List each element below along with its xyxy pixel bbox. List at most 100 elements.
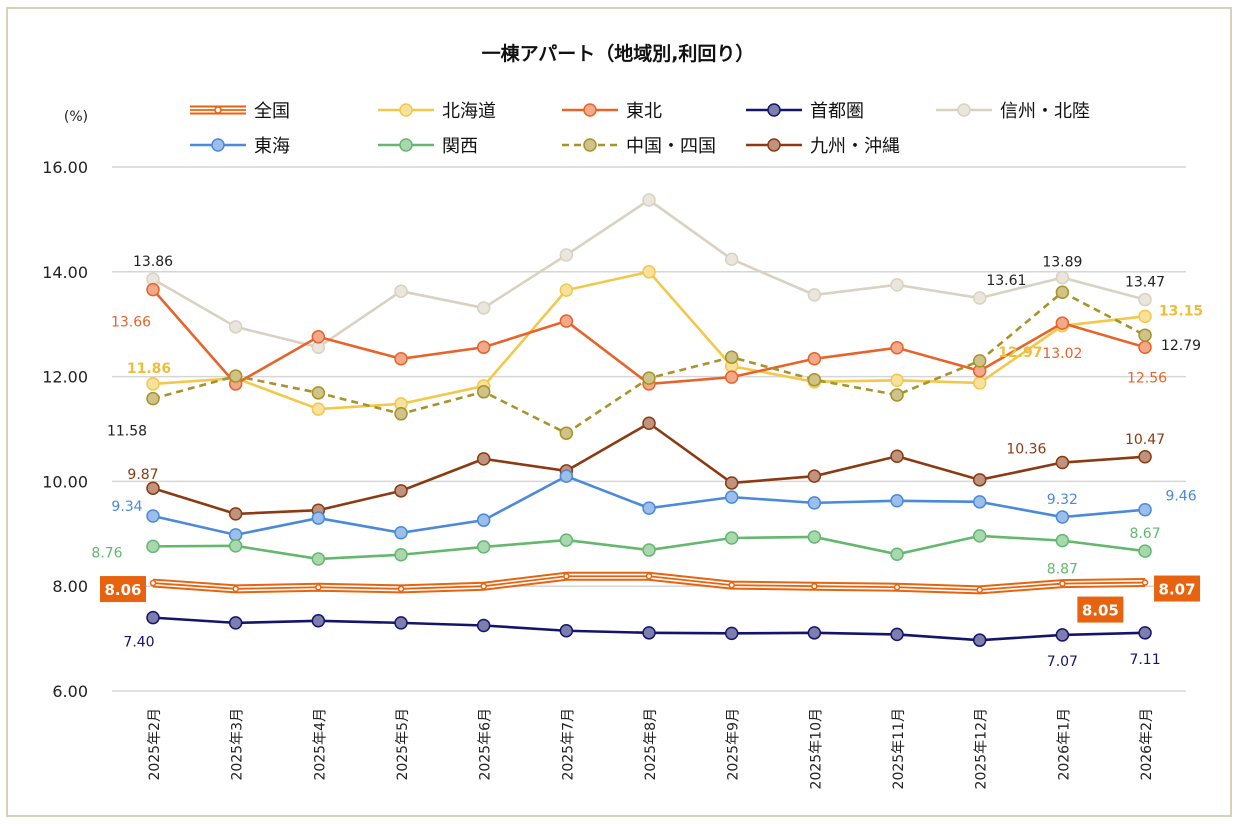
- data-label: 12.56: [1127, 370, 1167, 386]
- data-point: [146, 610, 160, 625]
- data-label: 7.40: [123, 635, 154, 651]
- data-point: [311, 511, 326, 525]
- legend-item-関西: 関西: [378, 136, 478, 157]
- data-label: 8.87: [1047, 562, 1078, 578]
- data-point: [146, 509, 160, 523]
- y-tick-label: 12.00: [42, 368, 88, 387]
- data-label-box: [100, 576, 146, 603]
- data-point: [146, 391, 160, 406]
- data-point: [1138, 309, 1152, 324]
- data-point: [146, 481, 160, 495]
- data-point: [972, 354, 987, 368]
- y-tick-label: 6.00: [52, 682, 88, 701]
- data-label: 13.86: [133, 254, 173, 270]
- data-point: [1059, 580, 1066, 587]
- data-point: [807, 469, 822, 483]
- data-point: [642, 193, 656, 207]
- data-point: [972, 495, 987, 509]
- data-point: [807, 352, 822, 366]
- legend-label: 全国: [254, 101, 290, 122]
- x-tick-label: 2025年6月: [478, 708, 494, 781]
- data-point: [228, 539, 243, 553]
- data-label: 11.86: [127, 361, 171, 377]
- data-point: [476, 385, 491, 399]
- data-point: [1138, 502, 1152, 517]
- legend-marker: [214, 106, 222, 114]
- data-point: [476, 513, 491, 527]
- data-label: 9.46: [1165, 489, 1196, 505]
- data-point: [642, 416, 656, 430]
- data-point: [149, 579, 157, 587]
- y-tick-label: 16.00: [42, 158, 88, 177]
- legend-item-首都圏: 首都圏: [746, 101, 864, 122]
- data-point: [476, 340, 491, 355]
- x-tick-label: 2025年12月: [974, 708, 990, 789]
- data-point: [642, 265, 656, 279]
- data-point: [642, 543, 656, 557]
- data-point: [311, 552, 326, 566]
- data-point: [228, 507, 243, 521]
- data-point: [1138, 328, 1152, 342]
- data-label: 12.97: [998, 345, 1042, 361]
- legend-label: 東北: [626, 101, 662, 122]
- data-label: 13.47: [1125, 275, 1165, 291]
- data-point: [559, 623, 574, 638]
- y-tick-label: 8.00: [52, 577, 88, 596]
- legend-item-全国: 全国: [190, 101, 290, 122]
- data-point: [315, 583, 322, 591]
- data-point: [890, 278, 904, 292]
- data-point: [311, 330, 326, 344]
- x-tick-label: 2025年2月: [147, 708, 163, 781]
- data-point: [724, 350, 739, 364]
- data-point: [1138, 340, 1152, 355]
- x-tick-label: 2025年3月: [230, 708, 246, 781]
- data-point: [807, 626, 822, 640]
- x-tick-label: 2025年4月: [312, 708, 328, 781]
- data-label: 13.66: [111, 315, 151, 331]
- legend-label: 九州・沖縄: [810, 136, 900, 157]
- data-point: [724, 252, 739, 266]
- data-point: [1055, 533, 1070, 548]
- data-label: 13.15: [1159, 303, 1203, 319]
- data-label: 8.05: [1082, 602, 1119, 620]
- legend-label: 中国・四国: [626, 136, 716, 157]
- legend-item-東海: 東海: [190, 136, 290, 157]
- data-point: [476, 452, 491, 466]
- legend-label: 首都圏: [810, 101, 864, 122]
- data-label-box: [1154, 575, 1201, 602]
- data-label: 9.32: [1047, 492, 1078, 508]
- legend-marker: [767, 138, 781, 152]
- data-point: [1138, 544, 1152, 558]
- x-tick-label: 2025年7月: [560, 708, 576, 781]
- data-point: [972, 633, 987, 647]
- data-point: [890, 627, 904, 642]
- data-point: [394, 484, 408, 498]
- data-label: 13.02: [1042, 346, 1082, 362]
- data-point: [476, 618, 491, 633]
- data-point: [972, 291, 987, 305]
- legend-item-北海道: 北海道: [378, 101, 496, 122]
- data-point: [976, 586, 983, 594]
- data-label: 13.89: [1042, 255, 1082, 271]
- legend-label: 信州・北陸: [1000, 101, 1090, 122]
- data-point: [311, 614, 326, 628]
- data-point: [228, 369, 243, 383]
- data-point: [972, 529, 987, 543]
- data-point: [807, 530, 822, 544]
- x-tick-label: 2025年10月: [808, 708, 824, 789]
- legend-label: 東海: [254, 136, 290, 157]
- series-首都圏: [146, 610, 1152, 647]
- data-point: [1138, 626, 1152, 640]
- data-label: 10.47: [1125, 432, 1165, 448]
- data-point: [397, 585, 405, 593]
- legend-marker: [957, 103, 971, 117]
- legend-marker: [583, 138, 597, 152]
- data-point: [890, 373, 904, 388]
- data-point: [642, 371, 656, 385]
- data-point: [1055, 455, 1070, 470]
- data-point: [724, 490, 739, 504]
- series-line: [152, 288, 1146, 386]
- data-point: [228, 320, 243, 334]
- data-point: [394, 526, 408, 540]
